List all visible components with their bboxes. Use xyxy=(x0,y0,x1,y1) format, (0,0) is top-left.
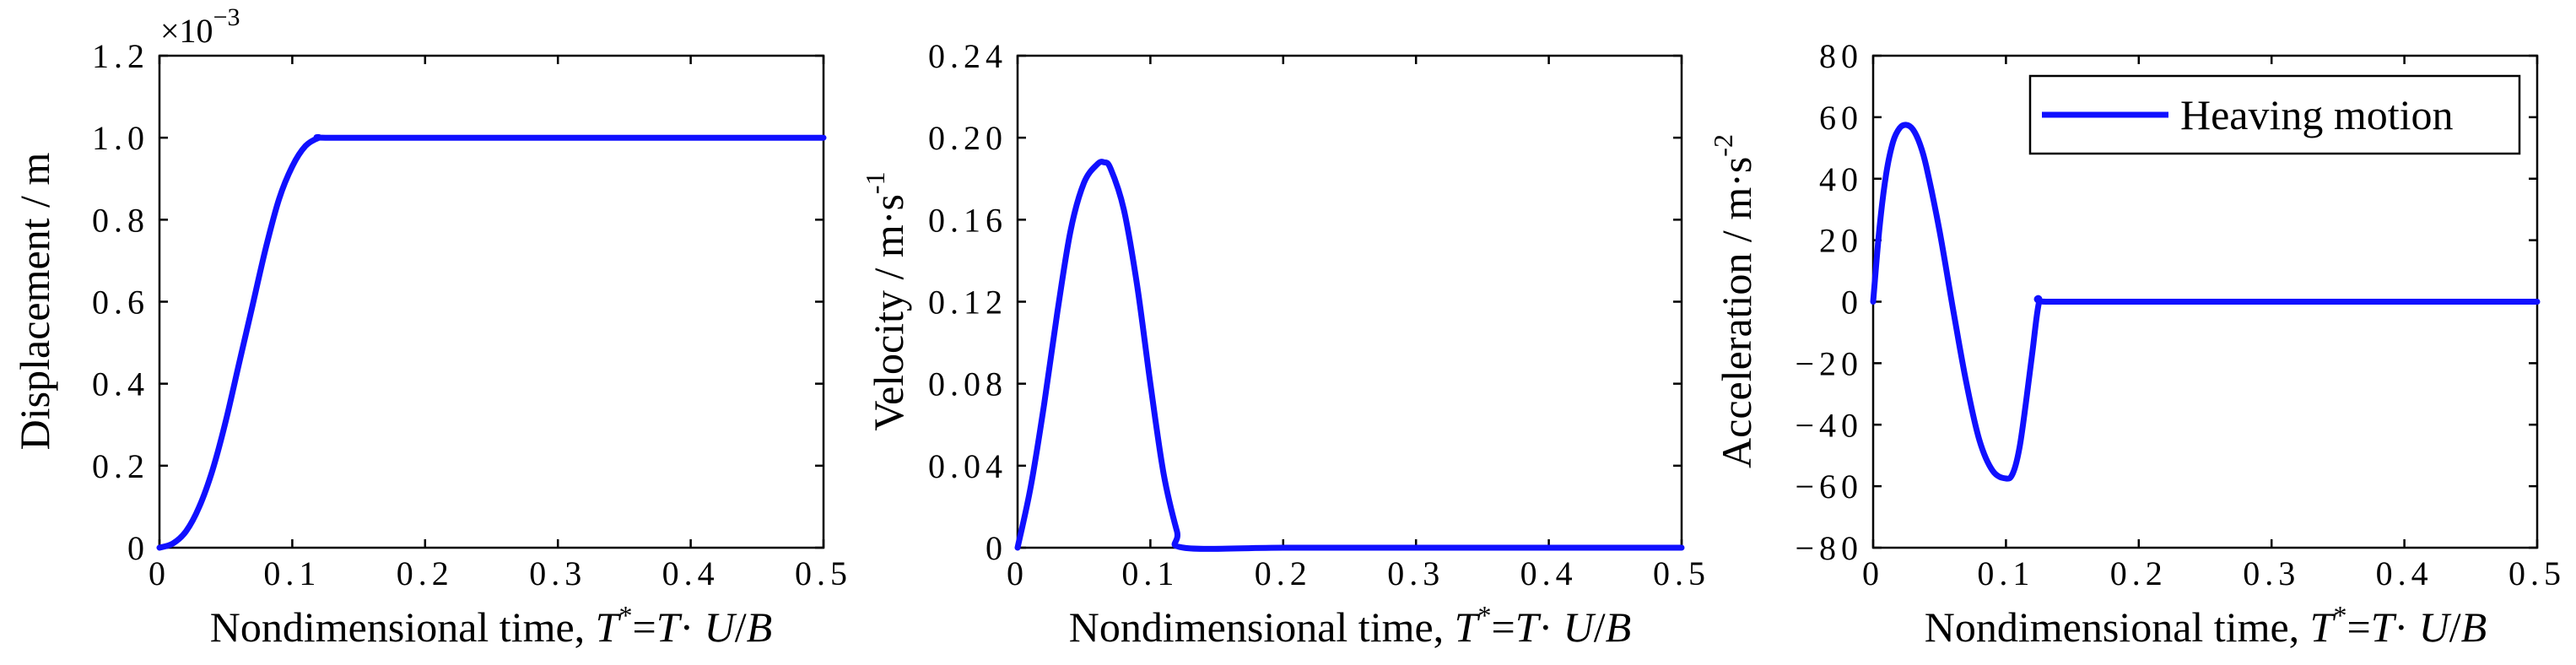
acceleration-xtick-label: 0.5 xyxy=(2508,554,2566,592)
velocity-ytick-label: 0 xyxy=(986,529,1007,567)
legend-label: Heaving motion xyxy=(2180,91,2454,138)
velocity-ticks xyxy=(1016,54,1683,549)
displacement-y-axis-label: Displacement / m xyxy=(11,153,58,451)
displacement-xtick-label: 0.2 xyxy=(397,554,454,592)
velocity-plot-frame xyxy=(1016,54,1683,549)
velocity-ytick-label: 0.12 xyxy=(928,284,1007,322)
velocity-ytick-label: 0.16 xyxy=(928,201,1007,239)
velocity-x-axis-label: Nondimensional time, T*=T· U/B xyxy=(1069,600,1631,651)
displacement-ytick-label: 0.2 xyxy=(92,447,149,485)
acceleration-xtick-label: 0.1 xyxy=(1977,554,2034,592)
displacement-ytick-label: 0.6 xyxy=(92,284,149,322)
acceleration-ytick-label: 60 xyxy=(1819,99,1863,137)
acceleration-ytick-label: 40 xyxy=(1819,160,1863,198)
acceleration-ytick-label: −40 xyxy=(1795,406,1863,444)
displacement-ytick-label: 1.2 xyxy=(92,37,149,75)
displacement-ytick-label: 0.8 xyxy=(92,201,149,239)
displacement-xtick-labels: 0 0.1 0.2 0.3 0.4 0.5 xyxy=(149,554,852,592)
displacement-scale-multiplier: ×10−3 xyxy=(160,3,240,50)
velocity-ytick-label: 0.20 xyxy=(928,119,1007,157)
acceleration-panel: 0 0.1 0.2 0.3 0.4 0.5 −80 −60 −40 −20 0 20 40 60 80 N… xyxy=(1708,37,2566,651)
velocity-ytick-label: 0.24 xyxy=(928,37,1007,75)
displacement-xtick-label: 0.4 xyxy=(662,554,720,592)
displacement-xtick-label: 0.3 xyxy=(529,554,586,592)
velocity-series-line xyxy=(1014,159,1685,552)
velocity-xtick-labels: 0 0.1 0.2 0.3 0.4 0.5 xyxy=(1007,554,1710,592)
displacement-ytick-labels: 0 0.2 0.4 0.6 0.8 1.0 1.2 xyxy=(92,37,149,567)
acceleration-xtick-label: 0.4 xyxy=(2376,554,2433,592)
displacement-xtick-label: 0.5 xyxy=(795,554,852,592)
velocity-ytick-labels: 0 0.04 0.08 0.12 0.16 0.20 0.24 xyxy=(928,37,1007,567)
displacement-x-axis-label: Nondimensional time, T*=T· U/B xyxy=(210,600,772,651)
velocity-xtick-label: 0.1 xyxy=(1121,554,1179,592)
velocity-ytick-label: 0.04 xyxy=(928,447,1007,485)
acceleration-y-axis-label: Acceleration / m·s-2 xyxy=(1708,134,1760,468)
displacement-panel: 0 0.1 0.2 0.3 0.4 0.5 0 0.2 0.4 0.6 0.8 1.0 1.2 Non… xyxy=(11,3,852,651)
displacement-xtick-label: 0.1 xyxy=(263,554,321,592)
acceleration-ytick-label: −60 xyxy=(1795,468,1863,506)
velocity-xtick-label: 0.2 xyxy=(1255,554,1312,592)
acceleration-xtick-label: 0.3 xyxy=(2243,554,2300,592)
displacement-plot-frame xyxy=(158,54,825,549)
acceleration-ytick-label: −80 xyxy=(1795,529,1863,567)
acceleration-ytick-label: 80 xyxy=(1819,37,1863,75)
displacement-ytick-label: 0.4 xyxy=(92,365,149,403)
acceleration-xtick-labels: 0 0.1 0.2 0.3 0.4 0.5 xyxy=(1862,554,2566,592)
acceleration-ytick-label: 20 xyxy=(1819,222,1863,260)
acceleration-xtick-label: 0 xyxy=(1862,554,1884,592)
velocity-y-axis-label: Velocity / m·s-1 xyxy=(860,171,912,430)
acceleration-x-axis-label: Nondimensional time, T*=T· U/B xyxy=(1925,600,2487,651)
displacement-xtick-label: 0 xyxy=(149,554,170,592)
displacement-ytick-label: 1.0 xyxy=(92,119,149,157)
velocity-xtick-label: 0.3 xyxy=(1387,554,1445,592)
velocity-xtick-label: 0 xyxy=(1007,554,1029,592)
acceleration-ytick-label: 0 xyxy=(1841,284,1863,322)
velocity-xtick-label: 0.5 xyxy=(1653,554,1710,592)
velocity-ytick-label: 0.08 xyxy=(928,365,1007,403)
displacement-ticks xyxy=(158,54,825,549)
velocity-xtick-label: 0.4 xyxy=(1520,554,1578,592)
acceleration-series-line xyxy=(1870,122,2541,482)
displacement-ytick-label: 0 xyxy=(127,529,149,567)
legend: Heaving motion xyxy=(2028,74,2521,155)
displacement-series-line xyxy=(156,133,827,551)
acceleration-xtick-label: 0.2 xyxy=(2110,554,2168,592)
velocity-panel: 0 0.1 0.2 0.3 0.4 0.5 0 0.04 0.08 0.12 0.16 0.20 0.… xyxy=(860,37,1710,651)
acceleration-ytick-label: −20 xyxy=(1795,344,1863,382)
acceleration-ytick-labels: −80 −60 −40 −20 0 20 40 60 80 xyxy=(1795,37,1863,567)
